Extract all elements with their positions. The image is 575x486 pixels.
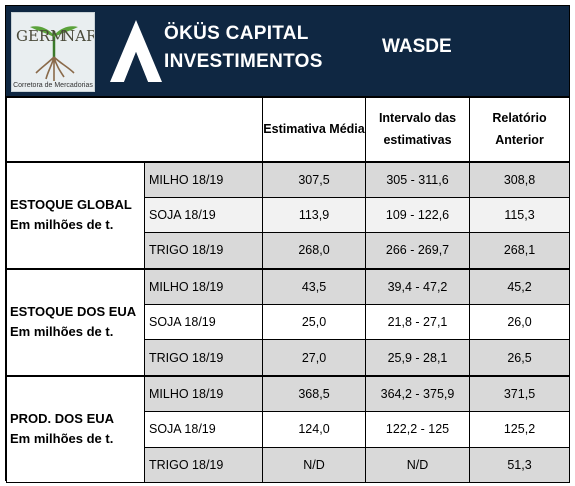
crop-cell: TRIGO 18/19	[144, 446, 263, 484]
intervalo-cell: 21,8 - 27,1	[365, 303, 470, 341]
crop-cell: MILHO 18/19	[144, 267, 263, 305]
header-blank	[6, 97, 263, 162]
sprout-icon	[30, 26, 78, 81]
group-title: ESTOQUE DOS EUA	[10, 304, 137, 320]
logo-subtitle: Corretora de Mercadorias	[13, 82, 93, 89]
intervalo-cell: 122,2 - 125	[365, 410, 470, 448]
wasde-table: Estimativa Média Intervalo das estimativ…	[6, 97, 570, 484]
media-cell: 25,0	[262, 303, 366, 341]
table-row: TRIGO 18/19 268,0 266 - 269,7 268,1	[7, 232, 570, 270]
table-row: ESTOQUE GLOBAL Em milhões de t. MILHO 18…	[6, 160, 570, 270]
media-cell: N/D	[262, 446, 366, 484]
anterior-cell: 125,2	[469, 410, 570, 448]
header-intervalo: Intervalo das estimativas	[365, 97, 470, 162]
media-cell: 368,5	[262, 374, 366, 412]
group-subtitle: Em milhões de t.	[10, 431, 114, 447]
anterior-cell: 45,2	[469, 267, 570, 305]
table-row: SOJA 18/19 113,9 109 - 122,6 115,3	[7, 196, 570, 234]
media-cell: 307,5	[262, 160, 366, 198]
intervalo-cell: 305 - 311,6	[365, 160, 470, 198]
table-row: TRIGO 18/19 N/D N/D 51,3	[7, 446, 570, 484]
table-row: SOJA 18/19 25,0 21,8 - 27,1 26,0	[7, 303, 570, 341]
group-label: ESTOQUE DOS EUA Em milhões de t.	[6, 267, 145, 377]
intervalo-cell: 364,2 - 375,9	[365, 374, 470, 412]
media-cell: 268,0	[262, 232, 366, 270]
anterior-cell: 308,8	[469, 160, 570, 198]
anterior-cell: 268,1	[469, 232, 570, 270]
media-cell: 113,9	[262, 196, 366, 234]
crop-cell: MILHO 18/19	[144, 374, 263, 412]
table-row: PROD. DOS EUA Em milhões de t. MILHO 18/…	[6, 374, 570, 484]
logo-text-right: NAR	[62, 27, 95, 45]
intervalo-cell: 266 - 269,7	[365, 232, 470, 270]
okus-logo-icon	[110, 20, 162, 82]
media-cell: 43,5	[262, 267, 366, 305]
intervalo-cell: 39,4 - 47,2	[365, 267, 470, 305]
report-title: WASDE	[382, 36, 452, 57]
crop-cell: SOJA 18/19	[144, 196, 263, 234]
table-header-row: Estimativa Média Intervalo das estimativ…	[6, 97, 570, 162]
intervalo-cell: 109 - 122,6	[365, 196, 470, 234]
table-row: TRIGO 18/19 27,0 25,9 - 28,1 26,5	[7, 339, 570, 377]
header-banner: GERM NAR Corretora de Mercadorias ÖKÜS C…	[6, 6, 569, 97]
header-relatorio-anterior: Relatório Anterior	[469, 97, 570, 162]
intervalo-cell: N/D	[365, 446, 470, 484]
anterior-cell: 115,3	[469, 196, 570, 234]
table-row: ESTOQUE DOS EUA Em milhões de t. MILHO 1…	[6, 267, 570, 377]
brand-subname: INVESTIMENTOS	[164, 51, 323, 72]
brand-name: ÖKÜS CAPITAL	[164, 23, 309, 44]
crop-cell: SOJA 18/19	[144, 410, 263, 448]
group-label: PROD. DOS EUA Em milhões de t.	[6, 374, 145, 484]
group-subtitle: Em milhões de t.	[10, 217, 114, 233]
media-cell: 124,0	[262, 410, 366, 448]
anterior-cell: 26,5	[469, 339, 570, 377]
germinar-logo: GERM NAR Corretora de Mercadorias	[11, 12, 95, 92]
group-title: ESTOQUE GLOBAL	[10, 197, 132, 213]
group-title: PROD. DOS EUA	[10, 411, 115, 427]
crop-cell: SOJA 18/19	[144, 303, 263, 341]
anterior-cell: 26,0	[469, 303, 570, 341]
crop-cell: TRIGO 18/19	[144, 339, 263, 377]
crop-cell: TRIGO 18/19	[144, 232, 263, 270]
intervalo-cell: 25,9 - 28,1	[365, 339, 470, 377]
crop-cell: MILHO 18/19	[144, 160, 263, 198]
group-subtitle: Em milhões de t.	[10, 324, 114, 340]
group-label: ESTOQUE GLOBAL Em milhões de t.	[6, 160, 145, 270]
anterior-cell: 371,5	[469, 374, 570, 412]
logo-text-left: GERM	[16, 27, 66, 45]
anterior-cell: 51,3	[469, 446, 570, 484]
media-cell: 27,0	[262, 339, 366, 377]
table-row: SOJA 18/19 124,0 122,2 - 125 125,2	[7, 410, 570, 448]
header-estimativa-media: Estimativa Média	[262, 97, 366, 162]
